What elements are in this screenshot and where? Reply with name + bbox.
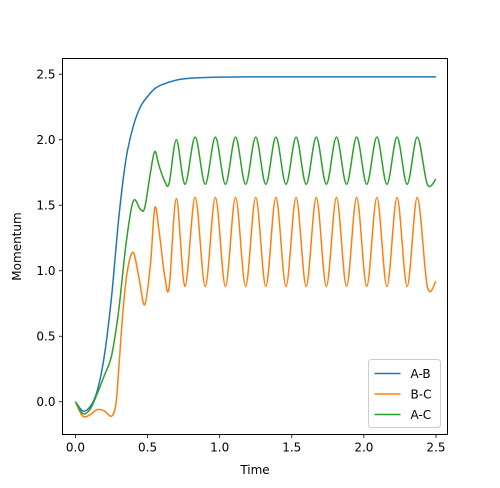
x-tick-label: 2.5 bbox=[426, 441, 445, 455]
series-line-a-b bbox=[74, 76, 436, 412]
y-axis-title: Momentum bbox=[10, 212, 24, 280]
legend-item-b-c: B-C bbox=[374, 388, 432, 402]
series-line-b-c bbox=[74, 196, 437, 418]
legend-item-a-c: A-C bbox=[374, 408, 432, 422]
legend-label: A-B bbox=[411, 367, 431, 381]
y-tick-label: 2.5 bbox=[36, 68, 55, 82]
x-tick-label: 0.5 bbox=[138, 441, 157, 455]
x-axis-title: Time bbox=[239, 463, 269, 477]
legend: A-B B-C A-C bbox=[368, 359, 441, 428]
x-tick-label: 0.0 bbox=[66, 441, 85, 455]
legend-label: A-C bbox=[411, 408, 432, 422]
legend-box bbox=[368, 359, 441, 428]
x-tick-label: 2.0 bbox=[354, 441, 373, 455]
series-lines bbox=[74, 76, 437, 418]
plot-frame bbox=[62, 58, 448, 435]
axis-ticks: 0.0 0.5 1.0 1.5 2.0 2.5 0.0 0.5 1.0 1.5 2.0 2.5 bbox=[36, 68, 445, 455]
x-tick-label: 1.5 bbox=[282, 441, 301, 455]
legend-item-a-b: A-B bbox=[374, 367, 431, 381]
x-tick-label: 1.0 bbox=[210, 441, 229, 455]
y-tick-label: 0.0 bbox=[36, 395, 55, 409]
legend-items: A-B B-C A-C bbox=[374, 367, 432, 422]
y-tick-label: 0.5 bbox=[36, 330, 55, 344]
y-tick-label: 2.0 bbox=[36, 133, 55, 147]
series-line-a-c bbox=[74, 136, 437, 415]
legend-label: B-C bbox=[411, 388, 432, 402]
y-tick-label: 1.5 bbox=[36, 199, 55, 213]
y-tick-label: 1.0 bbox=[36, 264, 55, 278]
